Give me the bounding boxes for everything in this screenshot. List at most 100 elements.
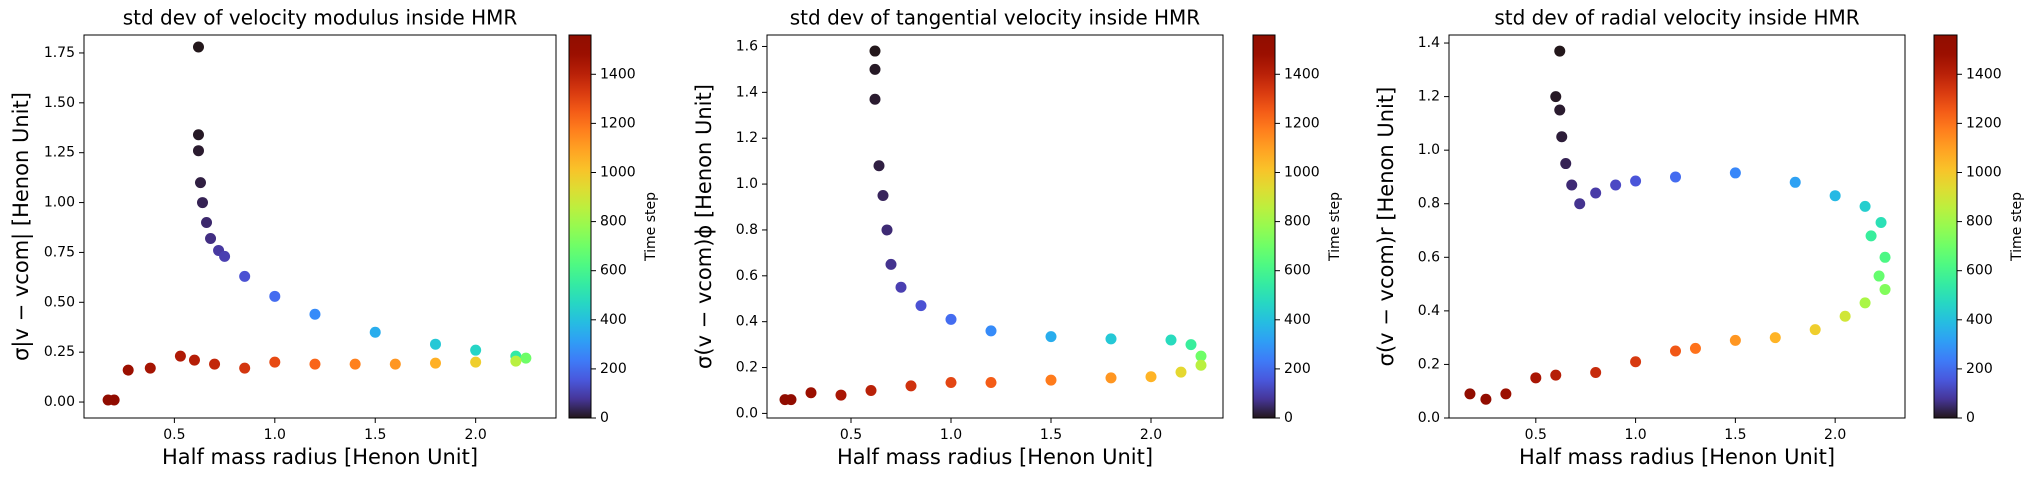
colorbar-tick-label: 200 xyxy=(600,361,627,377)
x-tick-label: 1.0 xyxy=(1624,427,1646,443)
y-tick-label: 1.0 xyxy=(736,176,758,192)
point xyxy=(219,250,231,262)
colorbar-tick-label: 1000 xyxy=(1966,164,2002,180)
y-tick-label: 1.0 xyxy=(1418,142,1440,158)
colorbar-tick-label: 1200 xyxy=(1284,115,1320,131)
point xyxy=(429,338,441,350)
point xyxy=(192,129,204,141)
point xyxy=(1590,366,1602,378)
y-tick-label: 0.0 xyxy=(1418,410,1440,426)
x-tick-label: 0.5 xyxy=(163,427,185,443)
point xyxy=(905,380,917,392)
plot-area xyxy=(84,35,556,418)
point xyxy=(1670,345,1682,357)
point xyxy=(877,190,889,202)
point xyxy=(1550,369,1562,381)
point xyxy=(1185,339,1197,351)
point xyxy=(1556,131,1568,143)
y-tick-label: 1.2 xyxy=(736,130,758,146)
y-tick-label: 0.4 xyxy=(1418,303,1440,319)
x-axis-label: Half mass radius [Henon Unit] xyxy=(837,445,1153,469)
point xyxy=(1729,167,1741,179)
y-tick-label: 0.4 xyxy=(736,314,758,330)
axes-frame xyxy=(83,34,557,419)
point xyxy=(470,356,482,368)
point xyxy=(201,217,213,229)
point xyxy=(1689,342,1701,354)
point xyxy=(881,224,893,236)
point xyxy=(1865,230,1877,242)
point xyxy=(192,41,204,53)
axes-frame xyxy=(766,34,1224,419)
point xyxy=(1879,251,1891,263)
point xyxy=(835,389,847,401)
y-tick-label: 1.75 xyxy=(44,45,75,61)
y-tick-label: 0.8 xyxy=(1418,196,1440,212)
point xyxy=(309,358,321,370)
point xyxy=(869,45,881,57)
point xyxy=(1560,158,1572,170)
y-tick-label: 1.00 xyxy=(44,195,75,211)
point xyxy=(194,177,206,189)
point xyxy=(520,352,532,364)
point xyxy=(174,350,186,362)
point xyxy=(873,160,885,172)
y-tick-label: 1.25 xyxy=(44,145,75,161)
point xyxy=(1809,324,1821,336)
point xyxy=(1500,388,1512,400)
colorbar-tick-label: 0 xyxy=(1966,410,1975,426)
y-tick-label: 1.4 xyxy=(1418,35,1440,51)
y-tick-label: 1.2 xyxy=(1418,89,1440,105)
colorbar-tick-label: 1400 xyxy=(1284,66,1320,82)
point xyxy=(1789,176,1801,188)
point xyxy=(1875,216,1887,228)
y-tick-label: 0.8 xyxy=(736,222,758,238)
point xyxy=(369,326,381,338)
colorbar-tick-label: 800 xyxy=(1284,214,1311,230)
y-tick-label: 0.25 xyxy=(44,344,75,360)
point xyxy=(1045,331,1057,343)
y-tick-label: 0.2 xyxy=(736,360,758,376)
y-tick-label: 1.6 xyxy=(736,38,758,54)
colorbar-tick-label: 0 xyxy=(600,410,609,426)
colorbar-tick-label: 200 xyxy=(1966,361,1993,377)
point xyxy=(1165,334,1177,346)
point xyxy=(1630,356,1642,368)
y-axis-label: σ|v − vcom| [Henon Unit] xyxy=(9,92,34,361)
y-tick-label: 0.2 xyxy=(1418,356,1440,372)
point xyxy=(1145,371,1157,383)
colorbar-tick-label: 600 xyxy=(1966,263,1993,279)
point xyxy=(869,93,881,105)
y-tick-label: 0.75 xyxy=(44,244,75,260)
point xyxy=(1729,334,1741,346)
x-tick-label: 2.0 xyxy=(465,427,487,443)
point xyxy=(945,313,957,325)
point xyxy=(1873,270,1885,282)
point xyxy=(389,358,401,370)
point xyxy=(985,325,997,337)
colorbar-label: Time step xyxy=(643,192,659,262)
colorbar-tick-label: 400 xyxy=(1284,312,1311,328)
point xyxy=(269,290,281,302)
point xyxy=(349,358,361,370)
y-tick-label: 0.0 xyxy=(736,405,758,421)
plot-area xyxy=(1449,35,1905,418)
x-axis-label: Half mass radius [Henon Unit] xyxy=(1519,445,1835,469)
colorbar-tick-label: 400 xyxy=(1966,312,1993,328)
point xyxy=(865,384,877,396)
y-tick-label: 0.50 xyxy=(44,294,75,310)
point xyxy=(1829,190,1841,202)
point xyxy=(1554,45,1566,57)
colorbar xyxy=(1252,34,1276,419)
point xyxy=(985,376,997,388)
colorbar-tick-label: 1000 xyxy=(600,164,636,180)
point xyxy=(915,300,927,312)
point xyxy=(1554,104,1566,116)
point xyxy=(1195,359,1207,371)
point xyxy=(945,376,957,388)
colorbar-tick-label: 200 xyxy=(1284,361,1311,377)
point xyxy=(1550,91,1562,103)
y-tick-label: 0.00 xyxy=(44,394,75,410)
y-tick-label: 0.6 xyxy=(1418,249,1440,265)
chart-title: std dev of velocity modulus inside HMR xyxy=(123,6,518,30)
